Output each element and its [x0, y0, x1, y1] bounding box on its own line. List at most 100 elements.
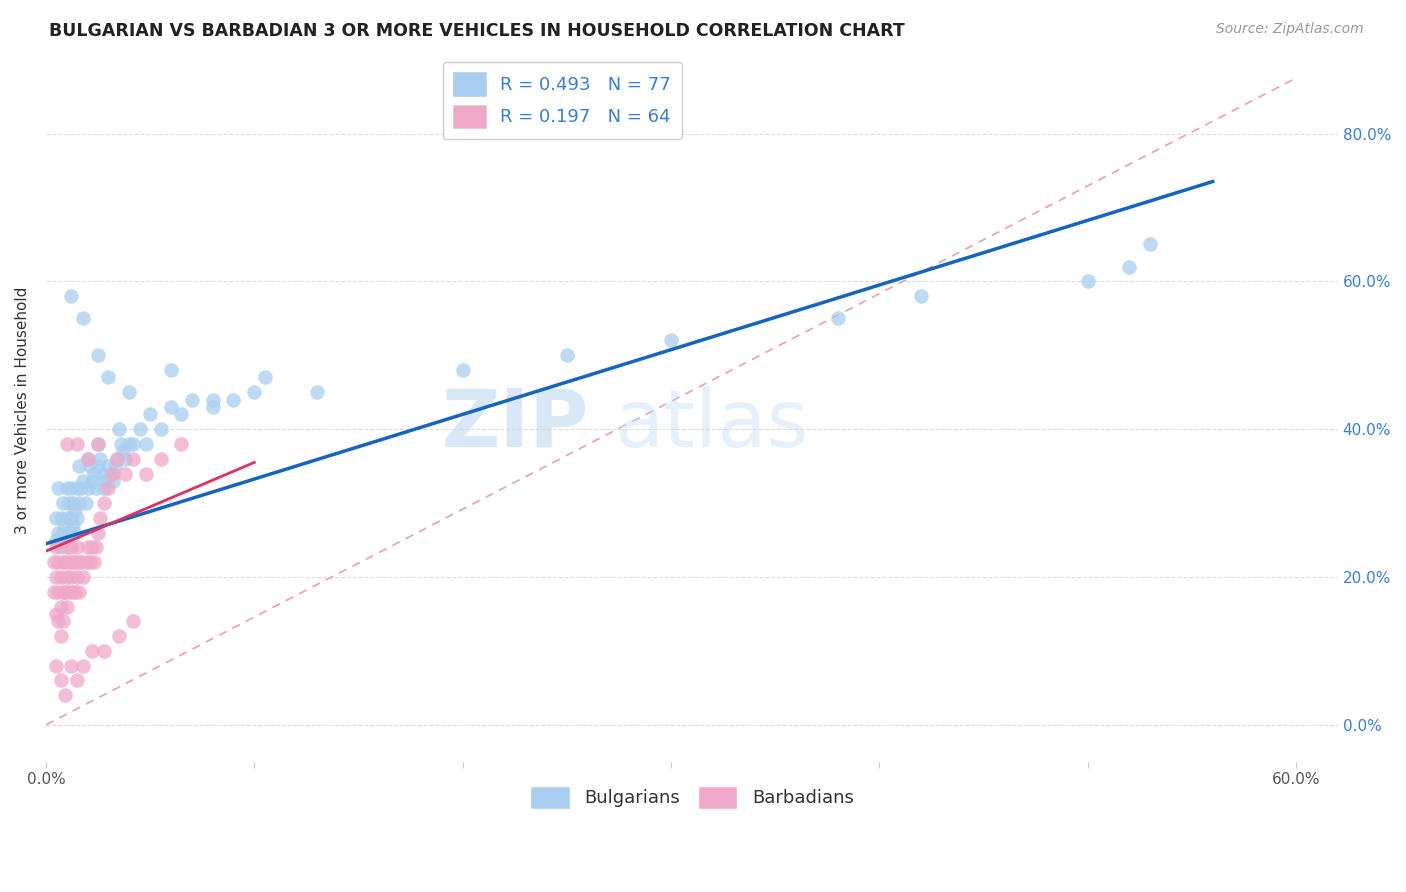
Point	[149, 422, 172, 436]
Point	[62, 518, 84, 533]
Point	[48, 525, 70, 540]
Point	[96, 474, 118, 488]
Point	[97, 459, 120, 474]
Point	[101, 467, 124, 481]
Point	[222, 392, 245, 407]
Point	[62, 555, 84, 569]
Point	[451, 363, 474, 377]
Point	[58, 584, 80, 599]
Point	[58, 496, 80, 510]
Point	[122, 615, 145, 629]
Point	[59, 570, 82, 584]
Point	[84, 541, 107, 555]
Point	[160, 363, 183, 377]
Point	[83, 555, 105, 569]
Point	[659, 334, 682, 348]
Point	[56, 599, 79, 614]
Point	[118, 385, 141, 400]
Point	[76, 451, 98, 466]
Point	[56, 481, 79, 495]
Text: atlas: atlas	[614, 385, 808, 464]
Point	[44, 584, 66, 599]
Point	[49, 511, 72, 525]
Point	[105, 451, 128, 466]
Point	[180, 392, 202, 407]
Point	[48, 481, 70, 495]
Y-axis label: 3 or more Vehicles in Household: 3 or more Vehicles in Household	[15, 287, 30, 534]
Point	[80, 541, 103, 555]
Point	[67, 496, 90, 510]
Point	[87, 348, 110, 362]
Point	[59, 289, 82, 303]
Point	[108, 422, 131, 436]
Point	[66, 511, 89, 525]
Point	[63, 525, 86, 540]
Point	[45, 533, 67, 547]
Point	[80, 644, 103, 658]
Point	[110, 437, 132, 451]
Point	[112, 444, 135, 458]
Point	[100, 467, 122, 481]
Point	[45, 511, 67, 525]
Point	[76, 541, 98, 555]
Point	[53, 688, 76, 702]
Point	[59, 658, 82, 673]
Point	[48, 584, 70, 599]
Point	[170, 437, 193, 451]
Text: ZIP: ZIP	[441, 385, 589, 464]
Point	[72, 658, 94, 673]
Point	[118, 437, 141, 451]
Point	[79, 555, 101, 569]
Point	[243, 385, 266, 400]
Point	[49, 629, 72, 643]
Point	[67, 555, 90, 569]
Point	[80, 474, 103, 488]
Point	[58, 525, 80, 540]
Point	[56, 570, 79, 584]
Point	[44, 555, 66, 569]
Point	[122, 437, 145, 451]
Legend: Bulgarians, Barbadians: Bulgarians, Barbadians	[523, 779, 860, 816]
Point	[52, 584, 75, 599]
Point	[52, 525, 75, 540]
Point	[160, 400, 183, 414]
Point	[70, 481, 93, 495]
Point	[114, 451, 136, 466]
Point	[52, 615, 75, 629]
Point	[67, 459, 90, 474]
Point	[59, 481, 82, 495]
Point	[827, 311, 849, 326]
Point	[45, 607, 67, 621]
Point	[135, 467, 157, 481]
Point	[49, 599, 72, 614]
Point	[253, 370, 276, 384]
Point	[49, 673, 72, 688]
Point	[59, 541, 82, 555]
Point	[135, 437, 157, 451]
Point	[910, 289, 932, 303]
Point	[83, 467, 105, 481]
Point	[53, 518, 76, 533]
Point	[101, 474, 124, 488]
Point	[75, 496, 97, 510]
Point	[66, 570, 89, 584]
Point	[555, 348, 578, 362]
Point	[97, 370, 120, 384]
Point	[149, 451, 172, 466]
Point	[93, 496, 115, 510]
Text: Source: ZipAtlas.com: Source: ZipAtlas.com	[1216, 22, 1364, 37]
Text: BULGARIAN VS BARBADIAN 3 OR MORE VEHICLES IN HOUSEHOLD CORRELATION CHART: BULGARIAN VS BARBADIAN 3 OR MORE VEHICLE…	[49, 22, 905, 40]
Point	[76, 481, 98, 495]
Point	[89, 511, 111, 525]
Point	[62, 496, 84, 510]
Point	[56, 511, 79, 525]
Point	[76, 451, 98, 466]
Point	[53, 555, 76, 569]
Point	[87, 437, 110, 451]
Point	[122, 451, 145, 466]
Point	[128, 422, 150, 436]
Point	[93, 644, 115, 658]
Point	[305, 385, 328, 400]
Point	[1118, 260, 1140, 274]
Point	[105, 451, 128, 466]
